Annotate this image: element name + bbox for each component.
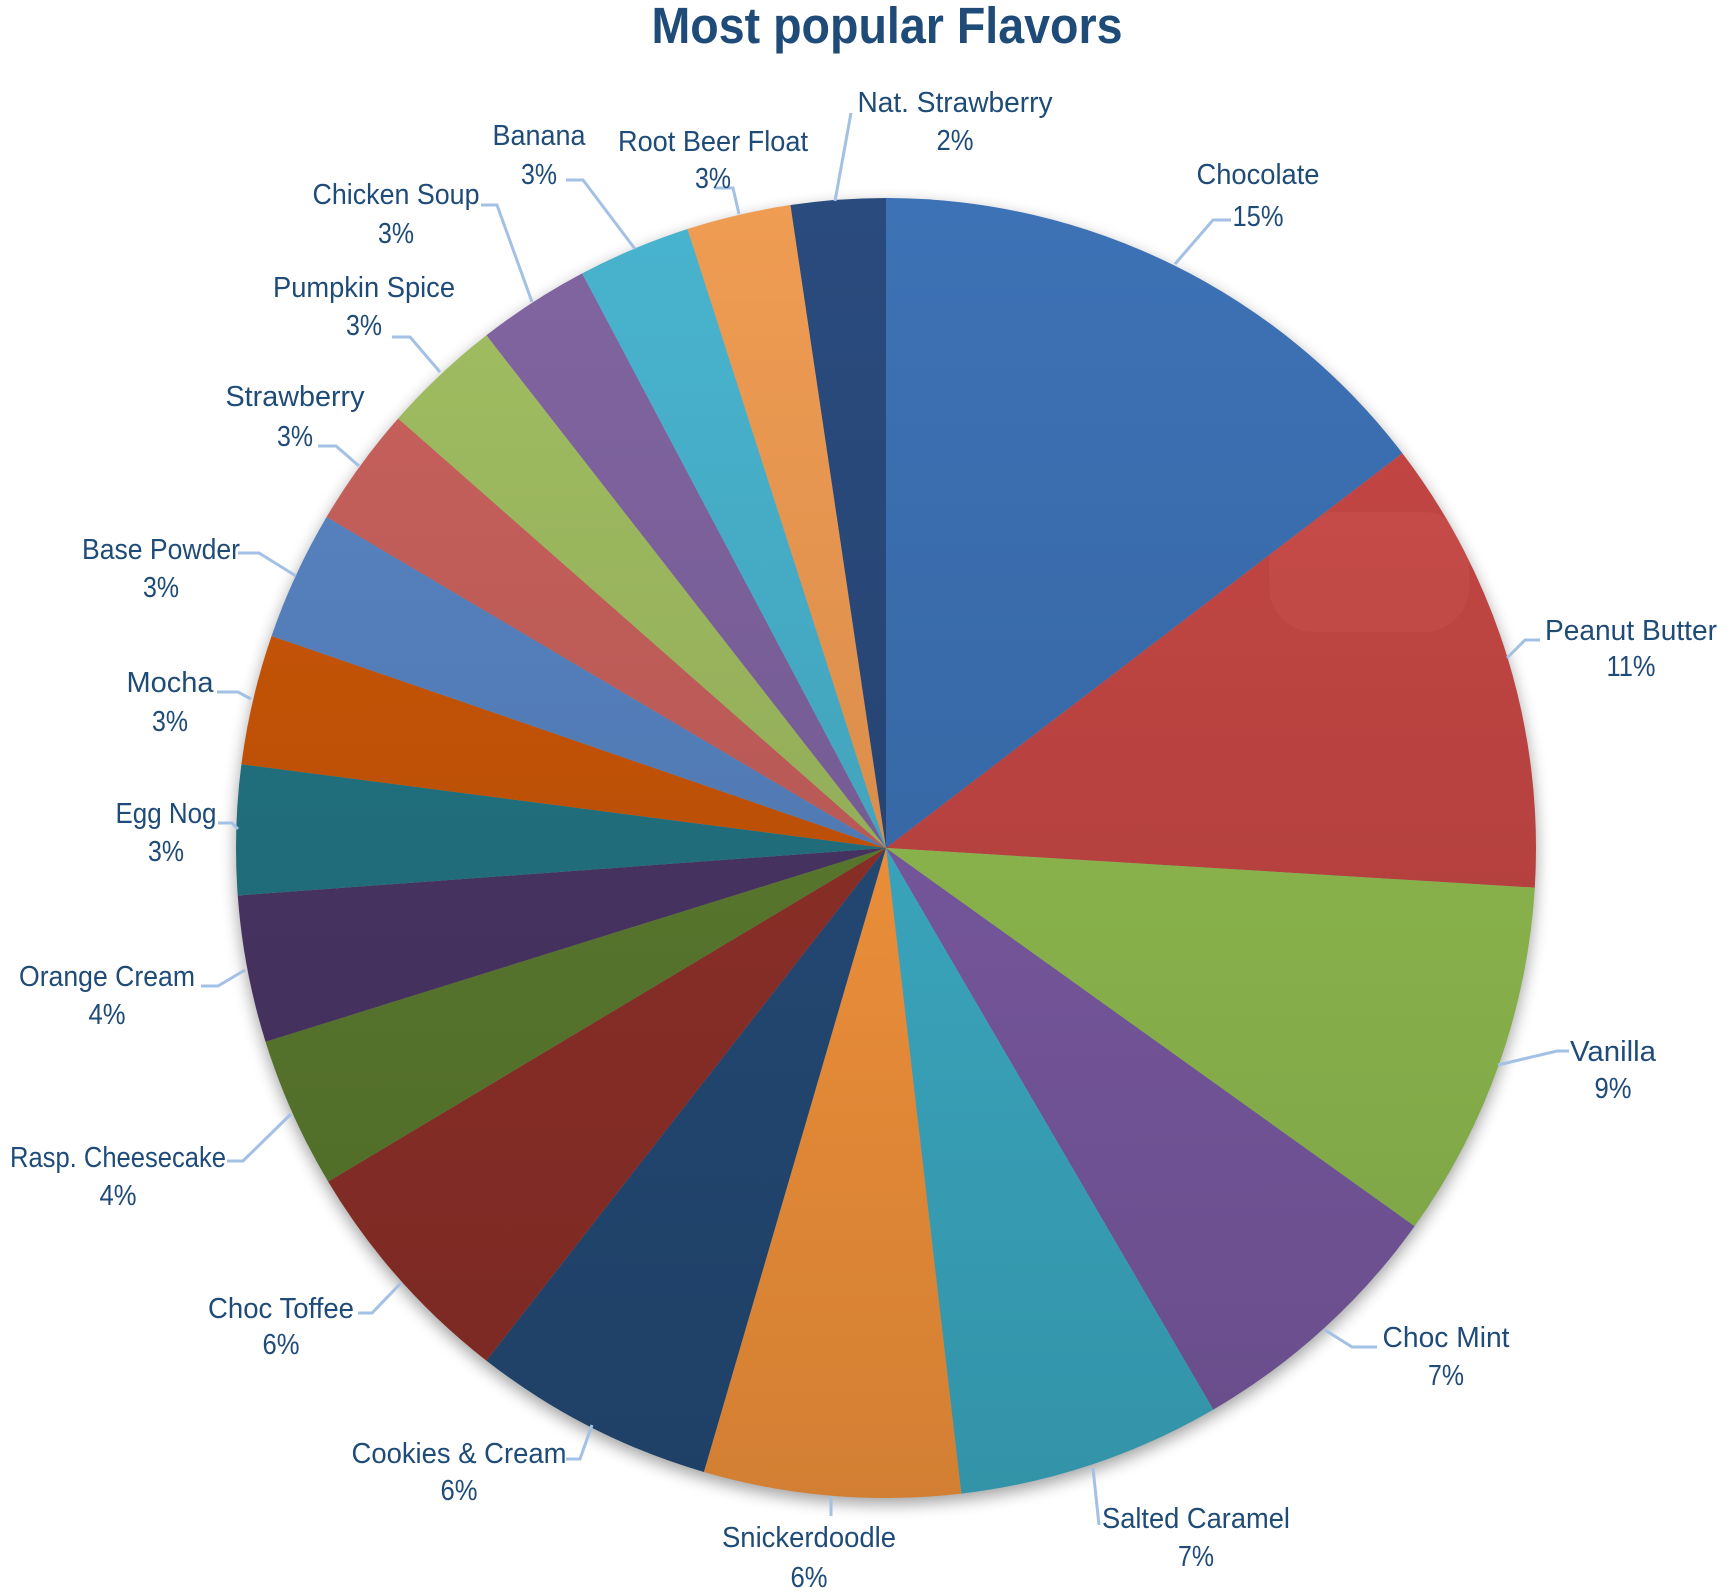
svg-text:6%: 6% (791, 1562, 828, 1594)
svg-text:9%: 9% (1595, 1073, 1632, 1105)
svg-text:3%: 3% (378, 218, 414, 250)
svg-text:Chocolate: Chocolate (1197, 159, 1320, 191)
svg-text:3%: 3% (143, 572, 179, 604)
svg-text:Cookies & Cream: Cookies & Cream (352, 1438, 567, 1470)
svg-text:7%: 7% (1428, 1360, 1464, 1392)
svg-text:Rasp. Cheesecake: Rasp. Cheesecake (10, 1142, 226, 1174)
svg-text:4%: 4% (89, 999, 126, 1031)
svg-text:Mocha: Mocha (127, 667, 214, 699)
svg-text:3%: 3% (148, 836, 184, 868)
svg-text:4%: 4% (100, 1180, 137, 1212)
svg-text:Strawberry: Strawberry (226, 381, 366, 413)
svg-text:Orange Cream: Orange Cream (19, 961, 195, 993)
svg-text:Nat. Strawberry: Nat. Strawberry (858, 87, 1054, 119)
svg-text:Most popular Flavors: Most popular Flavors (652, 0, 1123, 54)
svg-text:3%: 3% (695, 163, 731, 195)
svg-text:Peanut Butter: Peanut Butter (1545, 615, 1717, 647)
svg-text:15%: 15% (1233, 201, 1284, 233)
svg-text:Salted Caramel: Salted Caramel (1102, 1503, 1290, 1535)
svg-text:Snickerdoodle: Snickerdoodle (722, 1522, 896, 1554)
svg-text:3%: 3% (152, 706, 188, 738)
svg-text:Vanilla: Vanilla (1570, 1036, 1656, 1068)
svg-text:6%: 6% (441, 1475, 478, 1507)
svg-text:11%: 11% (1607, 651, 1656, 683)
svg-text:3%: 3% (521, 159, 557, 191)
svg-text:Root Beer Float: Root Beer Float (618, 126, 808, 158)
svg-text:2%: 2% (937, 125, 974, 157)
svg-text:3%: 3% (277, 421, 313, 453)
svg-text:Pumpkin Spice: Pumpkin Spice (273, 272, 455, 304)
svg-text:Banana: Banana (493, 120, 586, 152)
svg-text:6%: 6% (263, 1329, 300, 1361)
svg-text:7%: 7% (1178, 1541, 1214, 1573)
svg-text:Chicken Soup: Chicken Soup (313, 179, 480, 211)
svg-text:Choc Mint: Choc Mint (1383, 1322, 1510, 1354)
svg-text:3%: 3% (346, 310, 382, 342)
svg-text:Base Powder: Base Powder (82, 534, 240, 566)
svg-text:Egg Nog: Egg Nog (116, 798, 217, 830)
svg-text:Choc Toffee: Choc Toffee (208, 1293, 354, 1325)
